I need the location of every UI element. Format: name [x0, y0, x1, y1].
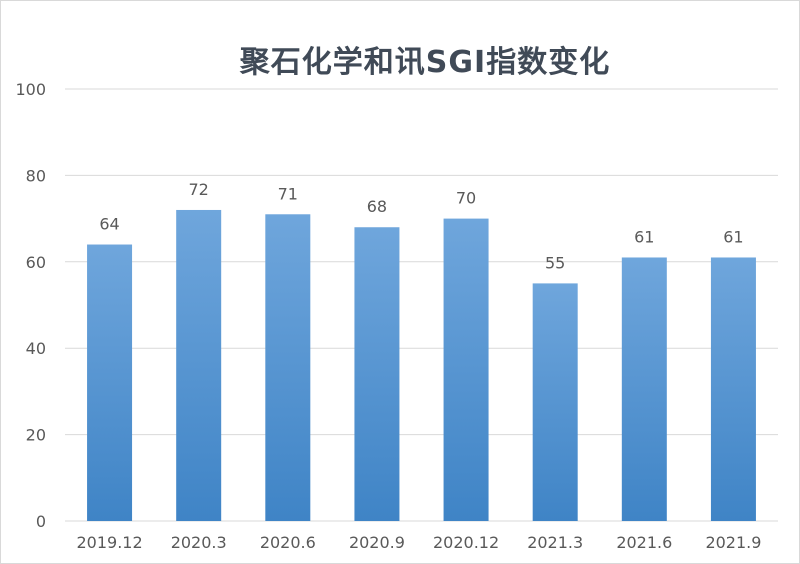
y-tick-label: 40 — [26, 339, 46, 358]
data-label: 68 — [367, 197, 387, 216]
data-label: 64 — [99, 215, 119, 234]
data-label: 72 — [189, 180, 209, 199]
bar-2019.12 — [87, 244, 133, 521]
y-tick-label: 100 — [15, 80, 46, 99]
y-tick-label: 60 — [26, 253, 46, 272]
x-tick-label: 2020.12 — [433, 533, 499, 552]
y-tick-label: 80 — [26, 166, 46, 185]
x-tick-label: 2020.6 — [260, 533, 316, 552]
x-tick-label: 2021.3 — [527, 533, 583, 552]
x-tick-label: 2020.9 — [349, 533, 405, 552]
bar-2020.12 — [443, 218, 489, 521]
x-tick-label: 2021.9 — [705, 533, 761, 552]
data-label: 61 — [634, 227, 654, 246]
bar-2021.9 — [710, 257, 756, 521]
data-label: 70 — [456, 189, 476, 208]
bar-2020.3 — [176, 209, 222, 521]
x-tick-label: 2021.6 — [616, 533, 672, 552]
chart-title: 聚石化学和讯SGI指数变化 — [239, 45, 611, 80]
x-tick-label: 2020.3 — [171, 533, 227, 552]
y-tick-label: 20 — [26, 426, 46, 445]
bar-2020.6 — [265, 214, 311, 521]
data-label: 61 — [723, 227, 743, 246]
bar-2021.3 — [532, 283, 578, 521]
bar-2020.9 — [354, 227, 400, 522]
data-label: 55 — [545, 253, 565, 272]
x-tick-label: 2019.12 — [76, 533, 142, 552]
bar-2021.6 — [621, 257, 667, 521]
data-label: 71 — [278, 184, 298, 203]
y-tick-label: 0 — [36, 512, 46, 531]
